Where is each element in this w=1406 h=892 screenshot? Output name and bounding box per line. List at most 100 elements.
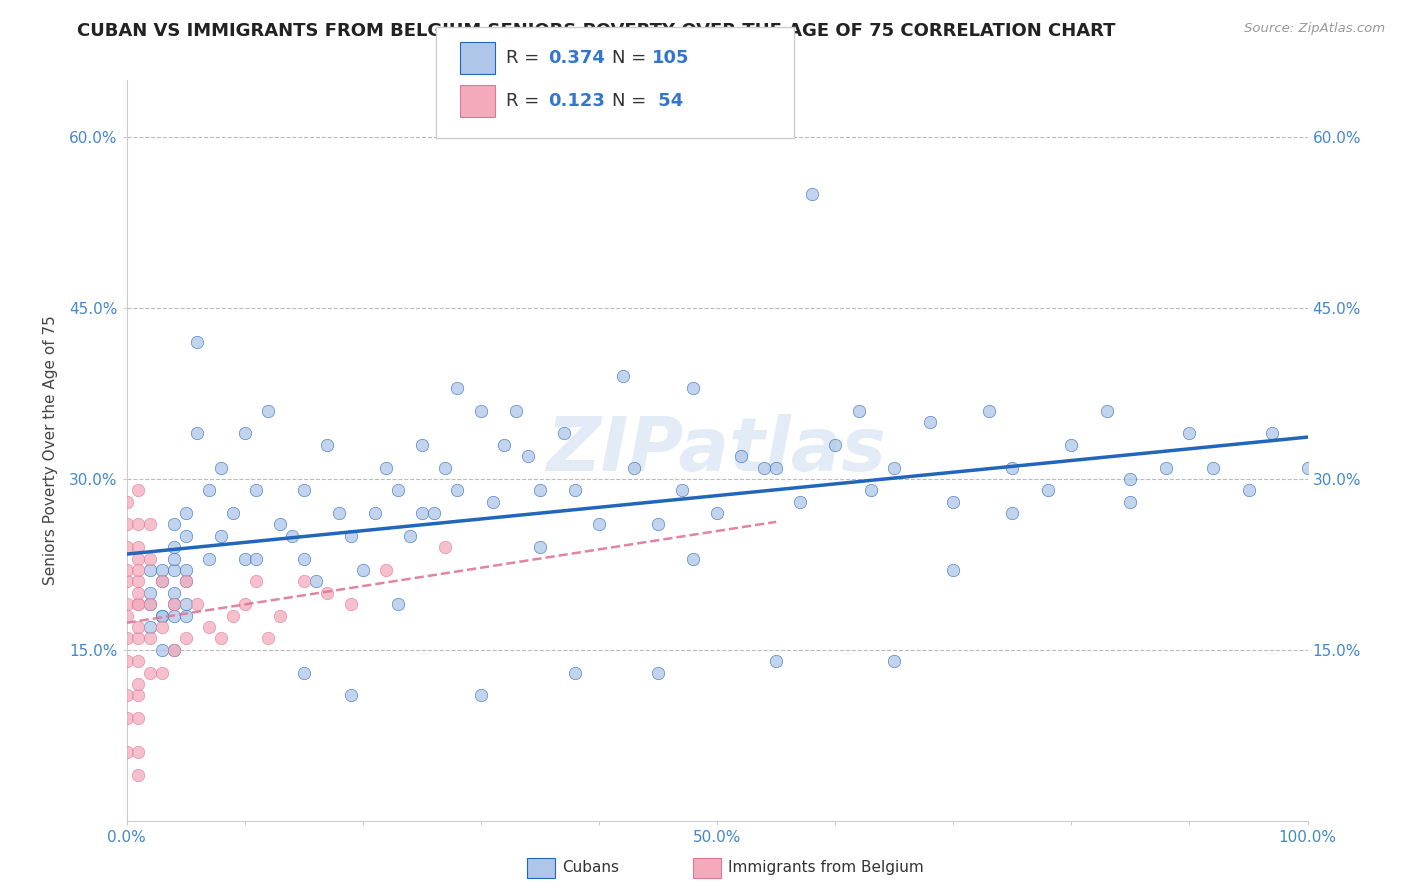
Point <box>115 711 138 725</box>
Point <box>564 483 586 498</box>
Point <box>1237 483 1260 498</box>
Point <box>127 586 149 600</box>
Point <box>730 449 752 463</box>
Point <box>115 517 138 532</box>
Point <box>127 632 149 646</box>
Point <box>233 551 256 566</box>
Point <box>1261 426 1284 441</box>
Point <box>163 541 186 555</box>
Point <box>209 529 232 543</box>
Point <box>883 460 905 475</box>
Point <box>115 632 138 646</box>
Point <box>517 449 540 463</box>
Point <box>316 586 339 600</box>
Point <box>422 506 444 520</box>
Point <box>446 483 468 498</box>
Point <box>163 642 186 657</box>
Point <box>127 768 149 782</box>
Point <box>115 574 138 589</box>
Point <box>174 632 197 646</box>
Point <box>139 586 162 600</box>
Point <box>647 517 669 532</box>
Point <box>233 426 256 441</box>
Point <box>588 517 610 532</box>
Text: CUBAN VS IMMIGRANTS FROM BELGIUM SENIORS POVERTY OVER THE AGE OF 75 CORRELATION : CUBAN VS IMMIGRANTS FROM BELGIUM SENIORS… <box>77 22 1116 40</box>
Point <box>209 460 232 475</box>
Point <box>115 654 138 668</box>
Point <box>174 529 197 543</box>
Point <box>163 597 186 611</box>
Point <box>186 597 208 611</box>
Point <box>222 506 245 520</box>
Point <box>269 517 291 532</box>
Point <box>127 483 149 498</box>
Point <box>163 642 186 657</box>
Point <box>340 529 363 543</box>
Point <box>209 632 232 646</box>
Point <box>848 403 870 417</box>
Point <box>198 620 221 634</box>
Point <box>139 563 162 577</box>
Point <box>647 665 669 680</box>
Point <box>316 438 339 452</box>
Point <box>150 563 173 577</box>
Point <box>186 426 208 441</box>
Point <box>623 460 645 475</box>
Point <box>174 608 197 623</box>
Point <box>505 403 527 417</box>
Point <box>257 403 280 417</box>
Point <box>174 597 197 611</box>
Point <box>139 551 162 566</box>
Point <box>292 551 315 566</box>
Point <box>494 438 516 452</box>
Point <box>1036 483 1059 498</box>
Point <box>163 551 186 566</box>
Point <box>150 620 173 634</box>
Point <box>411 438 433 452</box>
Point <box>127 689 149 703</box>
Point <box>352 563 374 577</box>
Point <box>127 574 149 589</box>
Point <box>765 460 787 475</box>
Point <box>292 574 315 589</box>
Point <box>340 689 363 703</box>
Point <box>150 574 173 589</box>
Point <box>942 563 965 577</box>
Point <box>446 381 468 395</box>
Text: 105: 105 <box>652 49 690 67</box>
Point <box>800 187 823 202</box>
Text: 0.123: 0.123 <box>548 92 605 110</box>
Point <box>139 665 162 680</box>
Point <box>163 608 186 623</box>
Point <box>1001 460 1024 475</box>
Point <box>789 494 811 508</box>
Text: N =: N = <box>612 92 651 110</box>
Point <box>434 541 457 555</box>
Text: ZIPatlas: ZIPatlas <box>547 414 887 487</box>
Point <box>824 438 846 452</box>
Point <box>1119 472 1142 486</box>
Point <box>682 551 704 566</box>
Point <box>328 506 350 520</box>
Point <box>529 541 551 555</box>
Point <box>115 608 138 623</box>
Point <box>340 597 363 611</box>
Point <box>127 654 149 668</box>
Point <box>481 494 503 508</box>
Point <box>198 551 221 566</box>
Point <box>245 574 267 589</box>
Point <box>281 529 304 543</box>
Point <box>1296 460 1319 475</box>
Point <box>754 460 776 475</box>
Text: 0.374: 0.374 <box>548 49 605 67</box>
Point <box>470 403 492 417</box>
Point <box>411 506 433 520</box>
Text: Source: ZipAtlas.com: Source: ZipAtlas.com <box>1244 22 1385 36</box>
Point <box>564 665 586 680</box>
Point <box>1202 460 1225 475</box>
Point <box>163 563 186 577</box>
Point <box>612 369 634 384</box>
Point <box>1119 494 1142 508</box>
Point <box>375 460 398 475</box>
Point <box>434 460 457 475</box>
